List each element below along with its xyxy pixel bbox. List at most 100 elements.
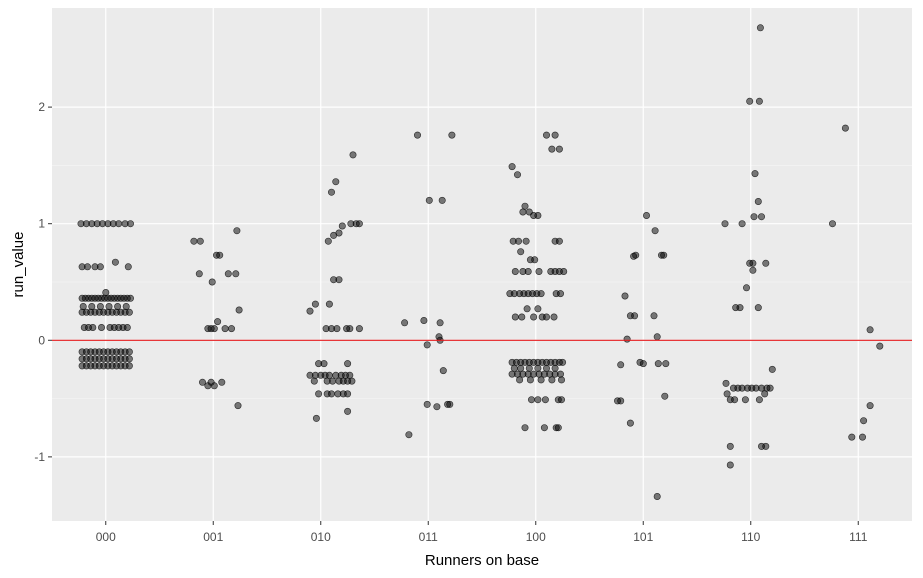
data-point — [439, 367, 447, 375]
data-point — [349, 151, 357, 159]
data-point — [866, 402, 874, 410]
data-point — [310, 377, 318, 385]
data-point — [742, 284, 750, 292]
data-point — [433, 403, 441, 411]
y-tick-label: 2 — [38, 100, 45, 114]
data-point — [196, 237, 204, 245]
data-point — [542, 131, 550, 139]
data-point — [626, 419, 634, 427]
x-tick-label: 110 — [741, 530, 760, 544]
data-point — [111, 258, 119, 266]
data-point — [554, 424, 562, 432]
data-point — [530, 313, 538, 321]
data-point — [621, 292, 629, 300]
data-point — [517, 364, 525, 372]
data-point — [311, 300, 319, 308]
data-point — [122, 302, 130, 310]
data-point — [653, 333, 661, 341]
data-point — [548, 376, 556, 384]
data-point — [750, 213, 758, 221]
data-point — [726, 461, 734, 469]
data-point — [516, 376, 524, 384]
data-point — [555, 237, 563, 245]
data-point — [79, 302, 87, 310]
data-point — [527, 396, 535, 404]
data-point — [210, 325, 218, 333]
plot-panel — [52, 8, 912, 521]
data-point — [221, 325, 229, 333]
data-point — [346, 325, 354, 333]
data-point — [551, 364, 559, 372]
data-point — [329, 377, 337, 385]
data-point — [423, 400, 431, 408]
data-point — [754, 304, 762, 312]
data-point — [653, 492, 661, 500]
y-tick-label: 1 — [38, 217, 45, 231]
data-point — [208, 278, 216, 286]
data-point — [325, 371, 333, 379]
data-point — [436, 319, 444, 327]
data-point — [661, 392, 669, 400]
data-point — [315, 390, 323, 398]
data-point — [125, 362, 133, 370]
data-point — [401, 319, 409, 327]
data-point — [630, 252, 638, 260]
data-point — [726, 442, 734, 450]
data-point — [848, 433, 856, 441]
data-point — [214, 318, 222, 326]
data-point — [84, 263, 92, 271]
data-point — [511, 267, 519, 275]
data-point — [344, 390, 352, 398]
data-point — [521, 202, 529, 210]
data-point — [623, 335, 631, 343]
data-point — [540, 424, 548, 432]
data-point — [731, 396, 739, 404]
data-point — [860, 417, 868, 425]
data-point — [723, 390, 731, 398]
data-point — [542, 313, 550, 321]
y-tick-label: -1 — [34, 450, 45, 464]
data-point — [332, 178, 340, 186]
data-point — [522, 237, 530, 245]
data-point — [96, 263, 104, 271]
data-point — [127, 294, 135, 302]
data-point — [324, 237, 332, 245]
data-point — [127, 220, 135, 228]
data-point — [557, 376, 565, 384]
data-point — [650, 312, 658, 320]
data-point — [537, 290, 545, 298]
data-point — [876, 342, 884, 350]
data-point — [513, 171, 521, 179]
data-point — [534, 396, 542, 404]
data-point — [355, 220, 363, 228]
data-point — [335, 229, 343, 237]
data-point — [866, 326, 874, 334]
data-point — [123, 323, 131, 331]
data-point — [523, 305, 531, 313]
y-axis-title: run_value — [10, 232, 27, 298]
data-point — [105, 302, 113, 310]
data-point — [115, 220, 123, 228]
data-point — [190, 237, 198, 245]
data-point — [125, 308, 133, 316]
data-point — [88, 302, 96, 310]
data-point — [617, 361, 625, 369]
data-point — [511, 313, 519, 321]
data-point — [557, 396, 565, 404]
y-axis: -1 0 1 2 — [34, 100, 52, 464]
data-point — [102, 288, 110, 296]
data-point — [425, 196, 433, 204]
x-tick-label: 001 — [203, 530, 223, 544]
data-point — [98, 323, 106, 331]
data-point — [762, 259, 770, 267]
x-tick-label: 111 — [849, 530, 868, 544]
data-point — [521, 424, 529, 432]
data-point — [508, 163, 516, 171]
data-point — [639, 360, 647, 368]
data-point — [550, 313, 558, 321]
data-point — [762, 442, 770, 450]
data-point — [519, 208, 527, 216]
data-point — [751, 170, 759, 178]
data-point — [346, 371, 354, 379]
data-point — [405, 431, 413, 439]
